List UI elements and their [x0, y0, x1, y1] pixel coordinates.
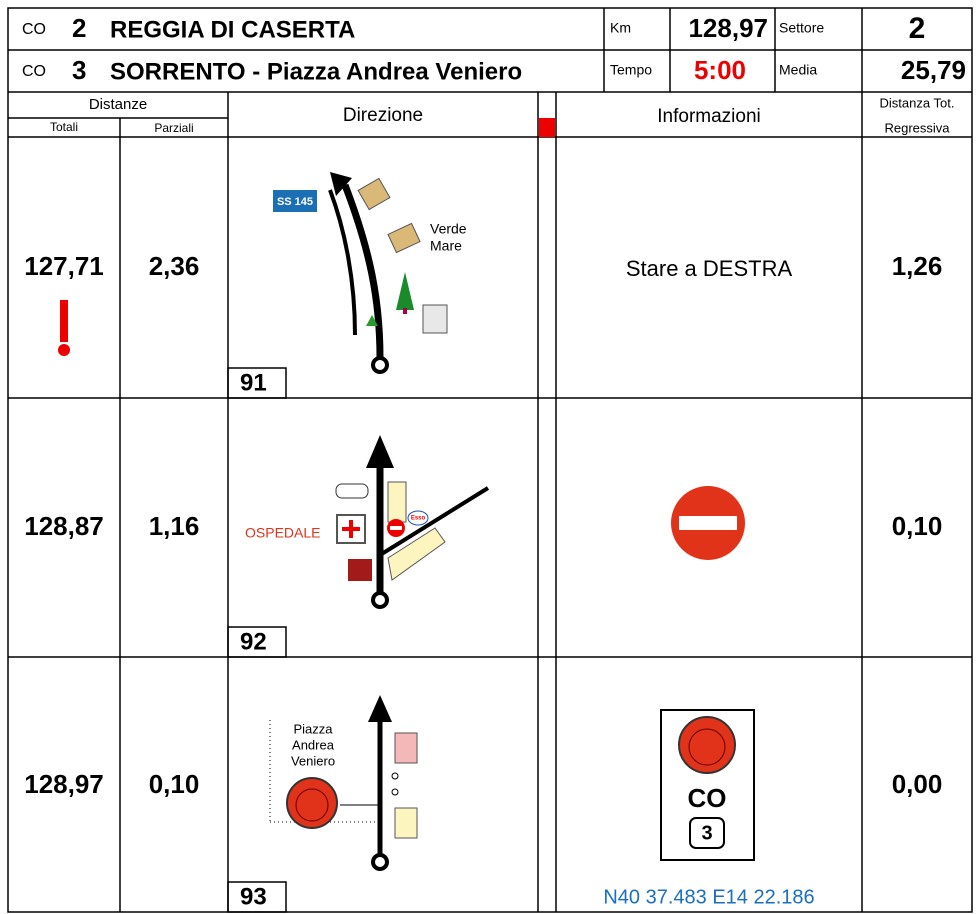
regressiva: 0,10: [892, 511, 943, 541]
info-sign: 3: [701, 822, 712, 844]
note-number: 93: [240, 883, 267, 910]
km-label: Km: [610, 20, 631, 36]
row: 127,71 2,36 SS 145 Verde Mare 91 Stare a…: [24, 172, 943, 399]
col-header: Totali: [50, 120, 78, 134]
media-label: Media: [779, 62, 817, 78]
settore-value: 2: [909, 12, 926, 45]
col-header: Direzione: [343, 105, 423, 126]
info-sign: CO: [688, 783, 727, 813]
col-header: Distanza Tot.: [880, 95, 955, 110]
place: SORRENTO - Piazza Andrea Veniero: [110, 58, 522, 85]
coordinates: N40 37.483 E14 22.186: [603, 886, 814, 908]
col-header: Regressiva: [884, 120, 950, 135]
tempo-value: 5:00: [694, 55, 746, 85]
totale: 128,97: [24, 769, 104, 799]
poi-label: Andrea: [292, 737, 335, 752]
row: 128,97 0,10 Piazza Andrea Veniero 93 CO …: [24, 695, 943, 913]
col-header: Distanze: [89, 96, 147, 113]
totale: 127,71: [24, 251, 104, 281]
parziale: 2,36: [149, 251, 200, 281]
row: 128,87 1,16 Esso OSPEDALE 92 0,10: [24, 435, 943, 658]
co-number: 3: [72, 55, 86, 85]
place: REGGIA DI CASERTA: [110, 16, 355, 43]
km-value: 128,97: [688, 13, 768, 43]
col-header: Informazioni: [657, 106, 761, 127]
poi-label: OSPEDALE: [245, 525, 320, 541]
info: Stare a DESTRA: [626, 256, 793, 281]
totale: 128,87: [24, 511, 104, 541]
regressiva: 0,00: [892, 769, 943, 799]
co-label: CO: [22, 21, 46, 38]
parziale: 0,10: [149, 769, 200, 799]
media-value: 25,79: [901, 55, 966, 85]
col-header: Parziali: [154, 121, 193, 135]
poi-label: Mare: [430, 238, 462, 254]
poi-label: Esso: [411, 516, 426, 522]
co-number: 2: [72, 13, 86, 43]
tempo-label: Tempo: [610, 62, 652, 78]
co-label: CO: [22, 63, 46, 80]
note-number: 92: [240, 628, 267, 655]
note-number: 91: [240, 369, 267, 396]
parziale: 1,16: [149, 511, 200, 541]
poi-label: Veniero: [291, 753, 335, 768]
table-grid: [7, 7, 973, 913]
poi-label: Piazza: [293, 721, 333, 736]
poi-label: Verde: [430, 221, 467, 237]
road-sign: SS 145: [277, 196, 313, 208]
settore-label: Settore: [779, 20, 824, 36]
regressiva: 1,26: [892, 251, 943, 281]
